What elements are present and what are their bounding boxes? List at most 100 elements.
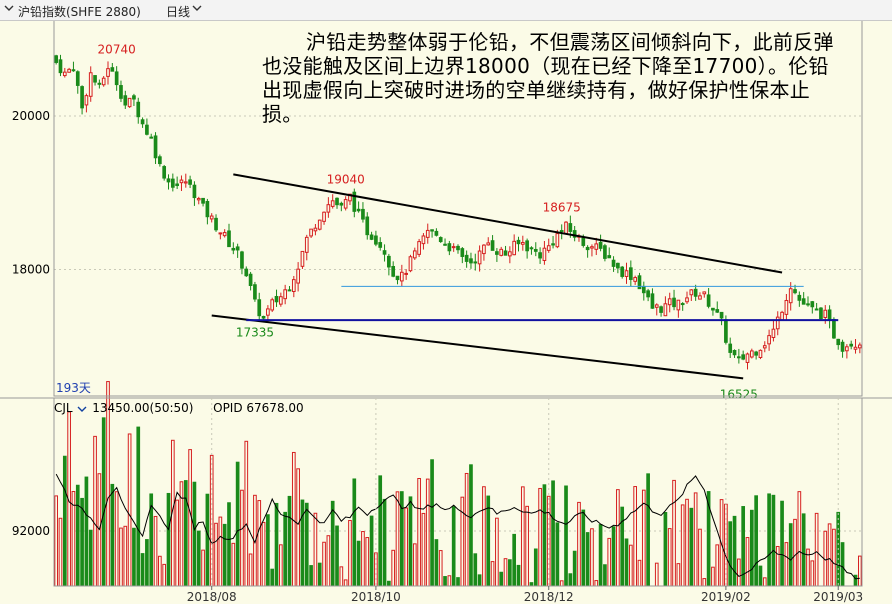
volume-bar bbox=[101, 417, 106, 587]
candle-body bbox=[486, 242, 491, 246]
volume-bar bbox=[628, 544, 633, 587]
candle-body bbox=[460, 248, 465, 257]
volume-bar bbox=[240, 489, 244, 587]
candle-body bbox=[196, 198, 201, 201]
candle-body bbox=[741, 354, 746, 360]
candle-body bbox=[80, 86, 84, 109]
volume-bar bbox=[611, 526, 616, 587]
analysis-annotation: 沪铅走势整体弱于伦铅，不但震荡区间倾斜向下，此前反弹也没能触及区间上边界1800… bbox=[262, 30, 834, 126]
volume-bar bbox=[395, 491, 400, 587]
volume-bar bbox=[728, 521, 733, 587]
period-selector[interactable]: 日线 bbox=[166, 5, 191, 19]
open-interest-line bbox=[55, 473, 860, 580]
candles bbox=[54, 54, 862, 370]
volume-bar bbox=[624, 538, 629, 587]
volume-bar bbox=[356, 540, 361, 587]
chevron-down-icon[interactable] bbox=[76, 404, 88, 414]
volume-bar bbox=[309, 565, 313, 587]
trend-lines bbox=[211, 173, 839, 380]
candle-body bbox=[542, 247, 547, 261]
candle-body bbox=[149, 136, 154, 139]
volume-bar bbox=[477, 574, 482, 587]
candle-body bbox=[110, 67, 115, 72]
candle-body bbox=[158, 156, 162, 165]
volume-bar bbox=[598, 524, 603, 587]
time-tick-label: 2018/10 bbox=[351, 590, 401, 604]
candle-body bbox=[745, 353, 750, 363]
candle-body bbox=[832, 318, 836, 339]
price-annotation-20740: 20740 bbox=[98, 42, 136, 56]
volume-bar bbox=[637, 559, 642, 587]
volume-bar bbox=[248, 553, 253, 587]
candle-body bbox=[728, 343, 733, 353]
chevron-down-icon[interactable] bbox=[192, 2, 202, 14]
candle-body bbox=[585, 246, 590, 251]
volume-bar bbox=[646, 473, 650, 587]
candle-body bbox=[451, 246, 456, 249]
volume-bar bbox=[183, 480, 188, 587]
candle-body bbox=[628, 267, 633, 280]
volume-bar bbox=[784, 542, 789, 587]
volume-indicator-bar: CJL 13450.00(50:50) OPID 67678.00 bbox=[54, 401, 304, 415]
candle-body bbox=[218, 232, 223, 235]
volume-bar bbox=[343, 579, 348, 587]
volume-grid: 92000 bbox=[12, 524, 862, 538]
candle-body bbox=[603, 245, 607, 259]
indicator-value: 13450.00(50:50) bbox=[92, 401, 194, 415]
candle-body bbox=[119, 85, 123, 99]
volume-bar bbox=[512, 533, 517, 587]
price-annotation-18675: 18675 bbox=[543, 201, 581, 215]
volume-bar bbox=[663, 511, 668, 587]
volume-bar bbox=[832, 528, 836, 587]
candle-body bbox=[395, 275, 400, 281]
title-bar: 沪铅指数(SHFE 2880) 日线 bbox=[0, 0, 892, 21]
candle-body bbox=[858, 344, 862, 349]
volume-bar bbox=[581, 509, 586, 587]
candle-body bbox=[477, 250, 482, 265]
candle-body bbox=[564, 221, 568, 235]
volume-bar bbox=[166, 492, 171, 587]
volume-bar bbox=[771, 494, 776, 587]
candle-body bbox=[849, 343, 854, 347]
candle-body bbox=[227, 230, 231, 248]
candle-body bbox=[793, 289, 797, 294]
volume-bar bbox=[490, 561, 495, 587]
volume-bar bbox=[447, 575, 452, 587]
candle-body bbox=[175, 183, 179, 187]
chevron-down-icon[interactable] bbox=[4, 2, 14, 14]
volume-bar bbox=[797, 491, 802, 587]
candle-body bbox=[330, 200, 335, 207]
volume-bar bbox=[378, 475, 383, 587]
candle-body bbox=[758, 349, 763, 358]
candle-body bbox=[270, 299, 275, 311]
candle-body bbox=[512, 240, 517, 256]
candle-body bbox=[214, 217, 218, 231]
candle-body bbox=[343, 199, 348, 209]
indicator-name[interactable]: CJL bbox=[54, 401, 73, 415]
candle-body bbox=[685, 297, 689, 303]
candle-body bbox=[235, 246, 240, 251]
volume-bar bbox=[520, 486, 525, 587]
candle-body bbox=[529, 247, 534, 250]
candle-body bbox=[611, 259, 616, 267]
dropdown-icon[interactable] bbox=[4, 2, 14, 17]
candle-body bbox=[309, 228, 313, 237]
volume-bar bbox=[404, 507, 408, 587]
volume-bar bbox=[348, 519, 352, 587]
candle-body bbox=[231, 247, 236, 251]
candle-body bbox=[508, 251, 512, 257]
instrument-title[interactable]: 沪铅指数(SHFE 2880) bbox=[18, 5, 141, 19]
volume-bar bbox=[486, 495, 491, 587]
period-dropdown[interactable] bbox=[192, 2, 202, 17]
volume-bar bbox=[801, 513, 806, 587]
candle-body bbox=[408, 256, 413, 272]
axes: 193天 2018/08 2018/10 2018/12 2019/02 2019/03 bbox=[0, 19, 892, 604]
candle-body bbox=[97, 82, 102, 85]
volume-bar bbox=[460, 496, 465, 587]
candle-body bbox=[101, 77, 106, 86]
volume-bar bbox=[451, 506, 456, 587]
candle-body bbox=[153, 135, 158, 159]
volume-bar bbox=[132, 527, 136, 587]
open-interest-polyline bbox=[55, 473, 860, 580]
